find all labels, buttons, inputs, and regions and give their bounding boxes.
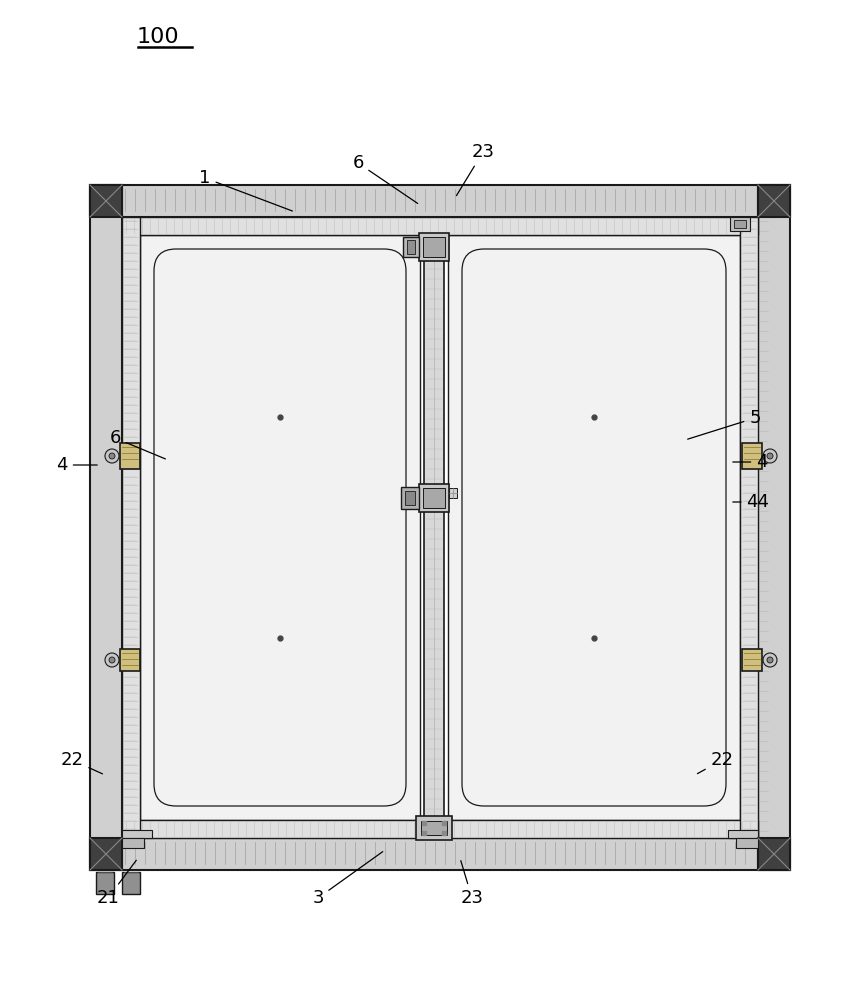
- Bar: [122, 820, 758, 838]
- Text: 5: 5: [687, 409, 761, 439]
- Bar: [424, 235, 444, 838]
- Bar: [742, 443, 762, 469]
- Bar: [122, 217, 138, 838]
- Text: 3: 3: [312, 852, 383, 907]
- Bar: [122, 838, 144, 848]
- Bar: [742, 649, 762, 671]
- Bar: [449, 488, 457, 498]
- Bar: [140, 235, 420, 820]
- Text: 6: 6: [109, 429, 166, 459]
- Bar: [423, 488, 445, 508]
- Text: 22: 22: [61, 751, 102, 774]
- Circle shape: [109, 453, 115, 459]
- Bar: [122, 830, 152, 838]
- Bar: [758, 185, 790, 217]
- Text: 23: 23: [456, 143, 494, 196]
- Text: 4: 4: [57, 456, 97, 474]
- Bar: [122, 217, 758, 235]
- Text: 6: 6: [353, 154, 418, 203]
- Bar: [758, 838, 790, 870]
- Bar: [728, 830, 758, 838]
- Circle shape: [109, 657, 115, 663]
- Bar: [758, 185, 790, 870]
- Bar: [90, 185, 122, 870]
- Bar: [90, 185, 122, 217]
- Bar: [423, 237, 445, 257]
- Text: 22: 22: [698, 751, 734, 774]
- Circle shape: [767, 657, 773, 663]
- Bar: [407, 240, 415, 254]
- Bar: [90, 838, 790, 870]
- Circle shape: [763, 653, 777, 667]
- Bar: [403, 237, 419, 257]
- Bar: [448, 235, 740, 820]
- Bar: [90, 838, 122, 870]
- Text: 21: 21: [97, 860, 136, 907]
- Text: 4: 4: [733, 453, 768, 471]
- Bar: [421, 821, 447, 835]
- Bar: [736, 838, 758, 848]
- Bar: [96, 872, 114, 894]
- Bar: [758, 217, 770, 838]
- Bar: [401, 487, 419, 509]
- Circle shape: [767, 453, 773, 459]
- Bar: [734, 220, 746, 228]
- Text: 23: 23: [461, 861, 484, 907]
- Circle shape: [105, 449, 119, 463]
- Text: 1: 1: [199, 169, 293, 211]
- Bar: [122, 217, 140, 838]
- Bar: [742, 217, 758, 838]
- Bar: [740, 217, 758, 838]
- Bar: [120, 443, 140, 469]
- Bar: [120, 649, 140, 671]
- Text: 100: 100: [136, 27, 179, 47]
- Bar: [730, 217, 750, 231]
- Circle shape: [763, 449, 777, 463]
- Bar: [416, 816, 452, 840]
- Bar: [405, 491, 415, 505]
- Bar: [90, 185, 790, 217]
- Bar: [419, 484, 449, 512]
- Bar: [419, 233, 449, 261]
- Text: 44: 44: [733, 493, 770, 511]
- Bar: [122, 872, 140, 894]
- Circle shape: [105, 653, 119, 667]
